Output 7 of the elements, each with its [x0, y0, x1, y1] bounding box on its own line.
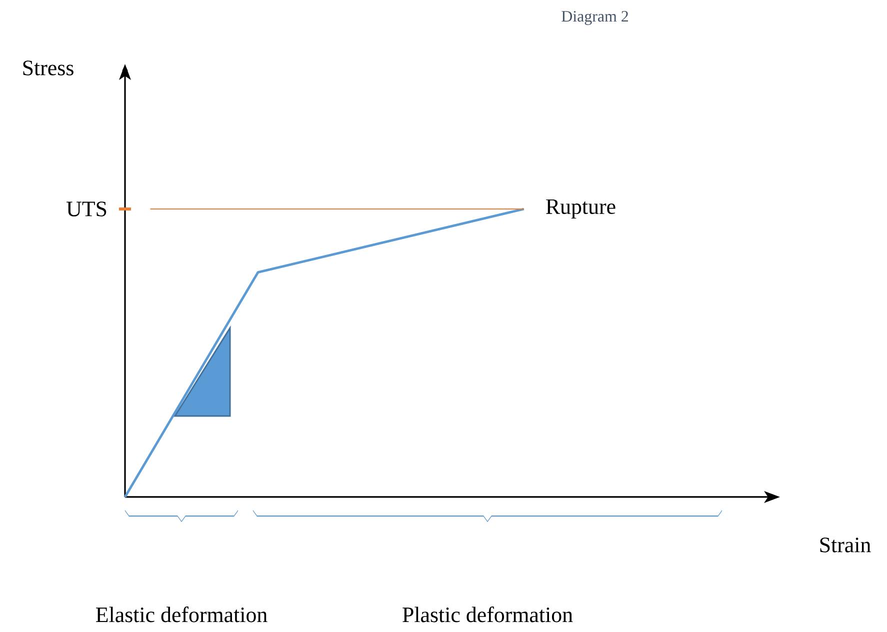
text: Stress	[23, 60, 74, 76]
text: Elastic deformation	[96, 606, 268, 622]
text: Plastic deformation	[402, 606, 573, 622]
text: Diagram 2	[562, 11, 628, 25]
ref-line-label: UTS	[66, 202, 106, 216]
text: Strain	[820, 538, 871, 552]
text: Rupture	[546, 199, 616, 218]
